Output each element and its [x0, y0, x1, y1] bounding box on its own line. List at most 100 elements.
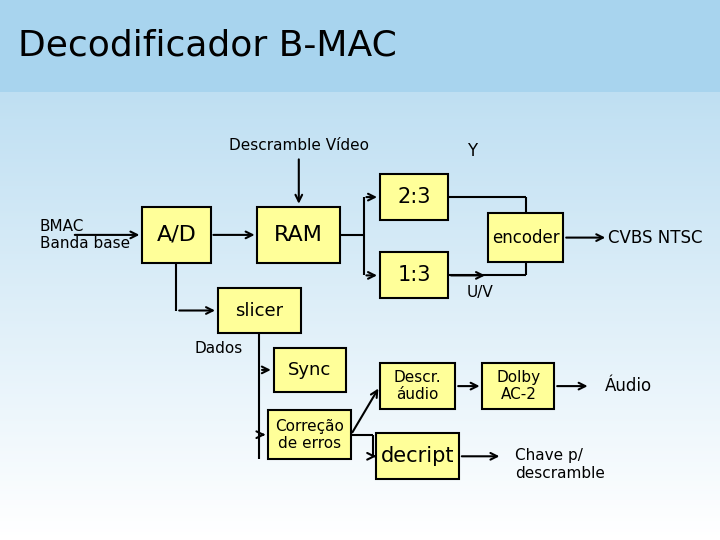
Text: Correção
de erros: Correção de erros [275, 418, 344, 451]
Bar [0, 178, 720, 181]
Bar [0, 43, 720, 46]
Bar [0, 192, 720, 194]
Bar [0, 343, 720, 346]
Bar [0, 516, 720, 518]
Bar [0, 262, 720, 265]
Bar [0, 329, 720, 332]
Bar [0, 135, 720, 138]
Bar [0, 467, 720, 470]
Bar [0, 94, 720, 97]
Bar [0, 364, 720, 367]
Bar [0, 24, 720, 27]
Bar [0, 389, 720, 392]
Bar [0, 526, 720, 529]
Bar [380, 253, 448, 298]
Bar [0, 216, 720, 219]
Text: Áudio: Áudio [605, 377, 652, 395]
Bar [0, 424, 720, 427]
Bar [0, 59, 720, 62]
Bar [0, 35, 720, 38]
Bar [0, 308, 720, 310]
Text: Descr.
áudio: Descr. áudio [394, 370, 441, 402]
Bar [0, 494, 720, 497]
Bar [0, 92, 720, 94]
Bar [0, 346, 720, 348]
Bar [0, 305, 720, 308]
Bar [0, 248, 720, 251]
Bar [0, 432, 720, 435]
Bar [0, 489, 720, 491]
Bar [0, 294, 720, 297]
Bar [0, 297, 720, 300]
Bar [380, 363, 455, 409]
Text: A/D: A/D [156, 225, 197, 245]
Bar [0, 138, 720, 140]
Bar [0, 70, 720, 73]
Bar [0, 221, 720, 224]
Bar [0, 108, 720, 111]
Bar [0, 84, 720, 86]
Text: Sync: Sync [288, 361, 331, 379]
Bar [0, 267, 720, 270]
Bar [0, 124, 720, 127]
Bar [268, 410, 351, 459]
Bar [0, 16, 720, 19]
Bar [0, 116, 720, 119]
Bar [0, 238, 720, 240]
Bar [0, 127, 720, 130]
Bar [0, 259, 720, 262]
Bar [0, 383, 720, 386]
Bar [143, 206, 210, 263]
Bar [0, 289, 720, 292]
Text: Descramble Vídeo: Descramble Vídeo [229, 138, 369, 153]
Bar [0, 397, 720, 400]
Text: Dados: Dados [194, 341, 243, 356]
Bar [0, 521, 720, 524]
Bar [0, 11, 720, 14]
Bar [0, 251, 720, 254]
Bar [0, 359, 720, 362]
Bar [0, 132, 720, 135]
Bar [0, 429, 720, 432]
Text: CVBS NTSC: CVBS NTSC [608, 228, 703, 247]
Bar [0, 313, 720, 316]
Bar [0, 373, 720, 375]
Bar [0, 338, 720, 340]
Bar [0, 405, 720, 408]
Text: RAM: RAM [274, 225, 323, 245]
Bar [0, 470, 720, 472]
Bar [0, 302, 720, 305]
Bar [0, 348, 720, 351]
Bar [0, 57, 720, 59]
Bar [0, 167, 720, 170]
Bar [0, 440, 720, 443]
Bar [0, 81, 720, 84]
Bar [0, 451, 720, 454]
Bar [0, 370, 720, 373]
Bar [0, 462, 720, 464]
Bar [0, 219, 720, 221]
Bar [0, 284, 720, 286]
Bar [0, 143, 720, 146]
Bar [376, 433, 459, 480]
Bar [0, 5, 720, 8]
Bar [0, 19, 720, 22]
Bar [0, 481, 720, 483]
Bar [0, 200, 720, 202]
Bar [0, 100, 720, 103]
Bar [0, 535, 720, 537]
Bar [0, 65, 720, 68]
Bar [0, 300, 720, 302]
Bar [0, 464, 720, 467]
Bar [0, 437, 720, 440]
Bar [0, 113, 720, 116]
Bar [0, 68, 720, 70]
Bar [0, 202, 720, 205]
Bar [274, 348, 346, 392]
Bar [0, 459, 720, 462]
Bar [0, 189, 720, 192]
Bar [0, 367, 720, 370]
Text: Dolby
AC-2: Dolby AC-2 [496, 370, 541, 402]
Bar [0, 197, 720, 200]
Text: 2:3: 2:3 [397, 187, 431, 207]
